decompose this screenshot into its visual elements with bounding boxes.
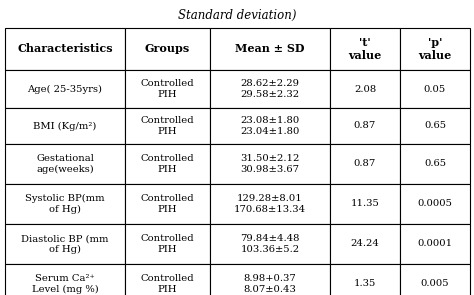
Bar [210,184,330,224]
Text: Diastolic BP (mm
of Hg): Diastolic BP (mm of Hg) [21,234,109,254]
Bar [210,70,330,108]
Text: 31.50±2.12
30.98±3.67: 31.50±2.12 30.98±3.67 [240,154,300,174]
Text: 0.005: 0.005 [421,279,449,289]
Text: 79.84±4.48
103.36±5.2: 79.84±4.48 103.36±5.2 [240,234,300,254]
Text: 0.87: 0.87 [354,160,376,168]
Bar [400,264,470,295]
Text: Controlled
PIH: Controlled PIH [141,116,194,136]
Text: 0.0005: 0.0005 [418,199,453,209]
Bar [5,28,125,70]
Bar [5,184,125,224]
Text: Controlled
PIH: Controlled PIH [141,274,194,294]
Text: 0.87: 0.87 [354,122,376,130]
Text: 129.28±8.01
170.68±13.34: 129.28±8.01 170.68±13.34 [234,194,306,214]
Text: 8.98+0.37
8.07±0.43: 8.98+0.37 8.07±0.43 [244,274,296,294]
Bar [210,28,330,70]
Bar [400,28,470,70]
Bar [330,28,400,70]
Text: Gestational
age(weeks): Gestational age(weeks) [36,154,94,174]
Text: Groups: Groups [145,43,190,55]
Bar [210,224,330,264]
Bar [125,28,210,70]
Bar [5,144,125,184]
Bar [400,224,470,264]
Text: Controlled
PIH: Controlled PIH [141,79,194,99]
Text: 0.65: 0.65 [424,122,446,130]
Bar [330,70,400,108]
Bar [210,264,330,295]
Text: Serum Ca²⁺
Level (mg %): Serum Ca²⁺ Level (mg %) [32,274,99,294]
Text: Controlled
PIH: Controlled PIH [141,234,194,254]
Bar [125,224,210,264]
Text: Standard deviation): Standard deviation) [178,9,296,22]
Text: 23.08±1.80
23.04±1.80: 23.08±1.80 23.04±1.80 [240,116,300,136]
Text: 24.24: 24.24 [351,240,380,248]
Bar [210,108,330,144]
Bar [5,108,125,144]
Bar [330,224,400,264]
Bar [400,184,470,224]
Text: 0.0001: 0.0001 [418,240,453,248]
Text: Controlled
PIH: Controlled PIH [141,154,194,174]
Text: 'p'
value: 'p' value [419,37,452,61]
Bar [125,144,210,184]
Bar [5,70,125,108]
Text: 28.62±2.29
29.58±2.32: 28.62±2.29 29.58±2.32 [240,79,300,99]
Text: Characteristics: Characteristics [17,43,113,55]
Text: 2.08: 2.08 [354,84,376,94]
Text: Controlled
PIH: Controlled PIH [141,194,194,214]
Bar [210,144,330,184]
Bar [330,144,400,184]
Bar [330,184,400,224]
Text: BMI (Kg/m²): BMI (Kg/m²) [33,122,97,131]
Bar [125,184,210,224]
Text: Systolic BP(mm
of Hg): Systolic BP(mm of Hg) [25,194,105,214]
Text: 't'
value: 't' value [348,37,382,61]
Text: 1.35: 1.35 [354,279,376,289]
Bar [330,264,400,295]
Bar [400,70,470,108]
Text: 11.35: 11.35 [351,199,380,209]
Bar [125,70,210,108]
Text: Mean ± SD: Mean ± SD [235,43,305,55]
Bar [330,108,400,144]
Bar [125,108,210,144]
Bar [125,264,210,295]
Text: Age( 25-35yrs): Age( 25-35yrs) [27,84,102,94]
Bar [400,144,470,184]
Bar [400,108,470,144]
Text: 0.65: 0.65 [424,160,446,168]
Text: 0.05: 0.05 [424,84,446,94]
Bar [5,224,125,264]
Bar [5,264,125,295]
